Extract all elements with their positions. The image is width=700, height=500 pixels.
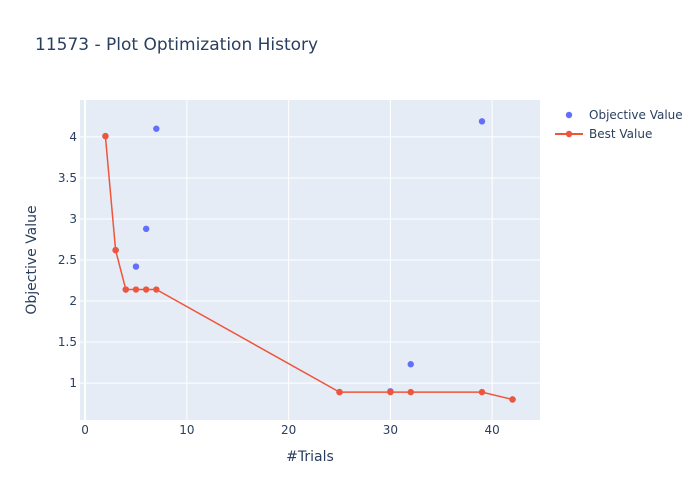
- x-tick-label: 10: [179, 423, 194, 437]
- objective-value-point[interactable]: [478, 118, 486, 125]
- best-value-point[interactable]: [142, 286, 150, 293]
- y-tick-label: 1.5: [58, 335, 77, 349]
- grid-lines: [80, 100, 540, 420]
- best-value-point[interactable]: [336, 388, 343, 396]
- y-tick-label: 2: [69, 294, 77, 308]
- legend-item-objective-value[interactable]: Objective Value: [565, 108, 683, 122]
- series-layer: [102, 118, 516, 403]
- x-tick-label: 40: [485, 423, 500, 437]
- x-tick-label: 30: [383, 423, 398, 437]
- y-axis-ticks: 1 1.5 2 2.5 3 3.5 4: [58, 130, 77, 390]
- legend-label-objective-value: Objective Value: [589, 108, 683, 122]
- x-axis-ticks: 0 10 20 30 40: [81, 423, 500, 437]
- objective-value-point[interactable]: [153, 125, 160, 132]
- best-value-point[interactable]: [407, 388, 414, 396]
- best-value-point[interactable]: [478, 388, 486, 396]
- legend[interactable]: Objective Value Best Value: [555, 108, 683, 141]
- best-value-point[interactable]: [112, 246, 119, 254]
- best-value-point[interactable]: [509, 396, 516, 403]
- x-tick-label: 0: [81, 423, 89, 437]
- best-value-point[interactable]: [387, 388, 394, 396]
- legend-marker-best-value: [565, 130, 573, 138]
- chart-title: 11573 - Plot Optimization History: [35, 35, 318, 55]
- y-axis-label: Objective Value: [24, 205, 40, 314]
- y-tick-label: 3.5: [58, 171, 77, 185]
- y-tick-label: 1: [69, 376, 77, 390]
- objective-value-point[interactable]: [132, 263, 140, 270]
- best-value-point[interactable]: [102, 132, 109, 140]
- y-tick-label: 2.5: [58, 253, 77, 267]
- x-axis-label: #Trials: [286, 449, 334, 465]
- series-best-value: [102, 132, 516, 403]
- best-value-point[interactable]: [153, 286, 160, 293]
- best-value-point[interactable]: [122, 286, 129, 293]
- legend-marker-objective-value: [565, 111, 573, 119]
- y-tick-label: 3: [69, 212, 77, 226]
- best-value-point[interactable]: [132, 286, 140, 293]
- objective-value-point[interactable]: [407, 361, 414, 368]
- y-tick-label: 4: [69, 130, 77, 144]
- objective-value-point[interactable]: [142, 225, 150, 233]
- legend-label-best-value: Best Value: [589, 127, 652, 141]
- legend-item-best-value[interactable]: Best Value: [555, 127, 652, 141]
- x-tick-label: 20: [281, 423, 296, 437]
